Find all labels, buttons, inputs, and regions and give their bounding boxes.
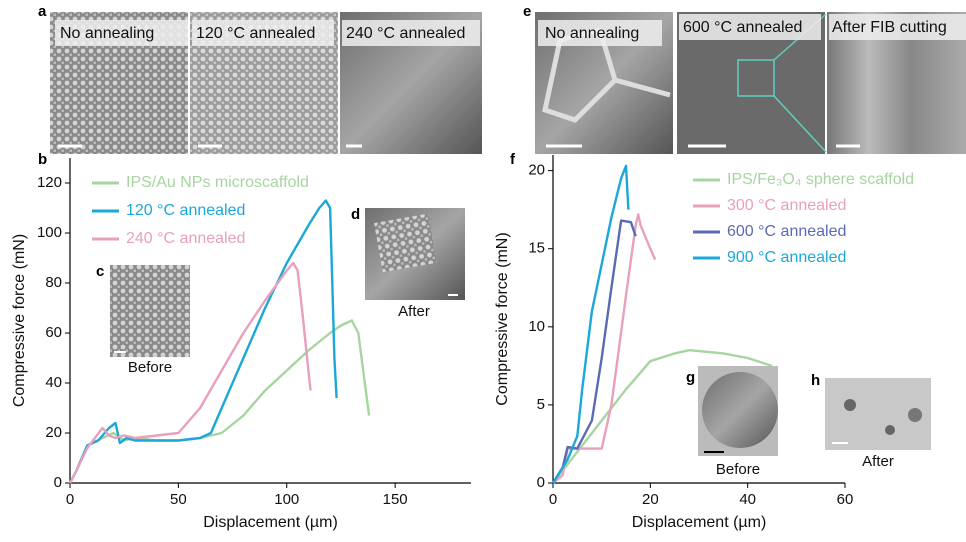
x-axis-label: Displacement (µm) (203, 514, 338, 531)
y-tick-label: 15 (528, 240, 545, 257)
inset-feature (908, 408, 922, 422)
x-tick-label: 60 (837, 491, 854, 508)
inset-caption: Before (128, 359, 172, 376)
y-tick-label: 120 (37, 174, 62, 191)
legend-label: IPS/Fe₃O₄ sphere scaffold (727, 171, 914, 188)
y-tick-label: 20 (45, 424, 62, 441)
panel-label: g (686, 369, 695, 386)
legend-label: 300 °C annealed (727, 197, 846, 214)
x-tick-label: 50 (170, 491, 187, 508)
y-tick-label: 10 (528, 318, 545, 335)
inset-caption: Before (716, 461, 760, 478)
image-caption: 120 °C annealed (196, 25, 315, 42)
x-tick-label: 20 (642, 491, 659, 508)
image-caption: No annealing (60, 25, 154, 42)
y-tick-label: 40 (45, 374, 62, 391)
plot: 0 20 40 60 0 5 10 15 20 Displacement (µm) Compress… (494, 155, 914, 531)
panel-label: b (38, 151, 47, 168)
y-tick-label: 20 (528, 162, 545, 179)
inset-image (110, 265, 190, 357)
y-tick-label: 60 (45, 324, 62, 341)
x-tick-label: 40 (739, 491, 756, 508)
inset-caption: After (398, 303, 430, 320)
inset-feature (374, 214, 437, 273)
y-tick-label: 100 (37, 224, 62, 241)
image-caption: After FIB cutting (832, 19, 947, 36)
panel-label: e (523, 3, 531, 20)
panel-label: a (38, 3, 47, 20)
x-tick-label: 0 (66, 491, 74, 508)
series-line (553, 221, 636, 483)
panel-label: f (510, 151, 516, 168)
legend-label: 240 °C annealed (126, 230, 245, 247)
panel-label: d (351, 206, 360, 223)
series-line (70, 263, 311, 483)
y-tick-label: 0 (54, 474, 62, 491)
y-axis-label: Compressive force (mN) (11, 234, 28, 407)
y-axis-label: Compressive force (mN) (494, 232, 511, 405)
inset-feature (885, 425, 895, 435)
panel-label: h (811, 372, 820, 389)
legend-label: 900 °C annealed (727, 249, 846, 266)
figure: 0 20 40 60 0 5 10 15 20 Displacement (µm) Compress… (0, 0, 966, 537)
y-tick-label: 0 (537, 474, 545, 491)
x-axis-label: Displacement (µm) (632, 514, 767, 531)
legend-label: 600 °C annealed (727, 223, 846, 240)
image-caption: 240 °C annealed (346, 25, 465, 42)
legend-label: 120 °C annealed (126, 202, 245, 219)
x-tick-label: 0 (549, 491, 557, 508)
x-tick-label: 100 (274, 491, 299, 508)
inset-feature (844, 399, 856, 411)
image-caption: No annealing (545, 25, 639, 42)
y-tick-label: 80 (45, 274, 62, 291)
y-tick-label: 5 (537, 396, 545, 413)
inset-feature (702, 372, 778, 448)
legend-label: IPS/Au NPs microscaffold (126, 174, 309, 191)
panel-label: c (96, 263, 104, 280)
inset-caption: After (862, 453, 894, 470)
image-caption: 600 °C annealed (683, 19, 802, 36)
x-tick-label: 150 (383, 491, 408, 508)
